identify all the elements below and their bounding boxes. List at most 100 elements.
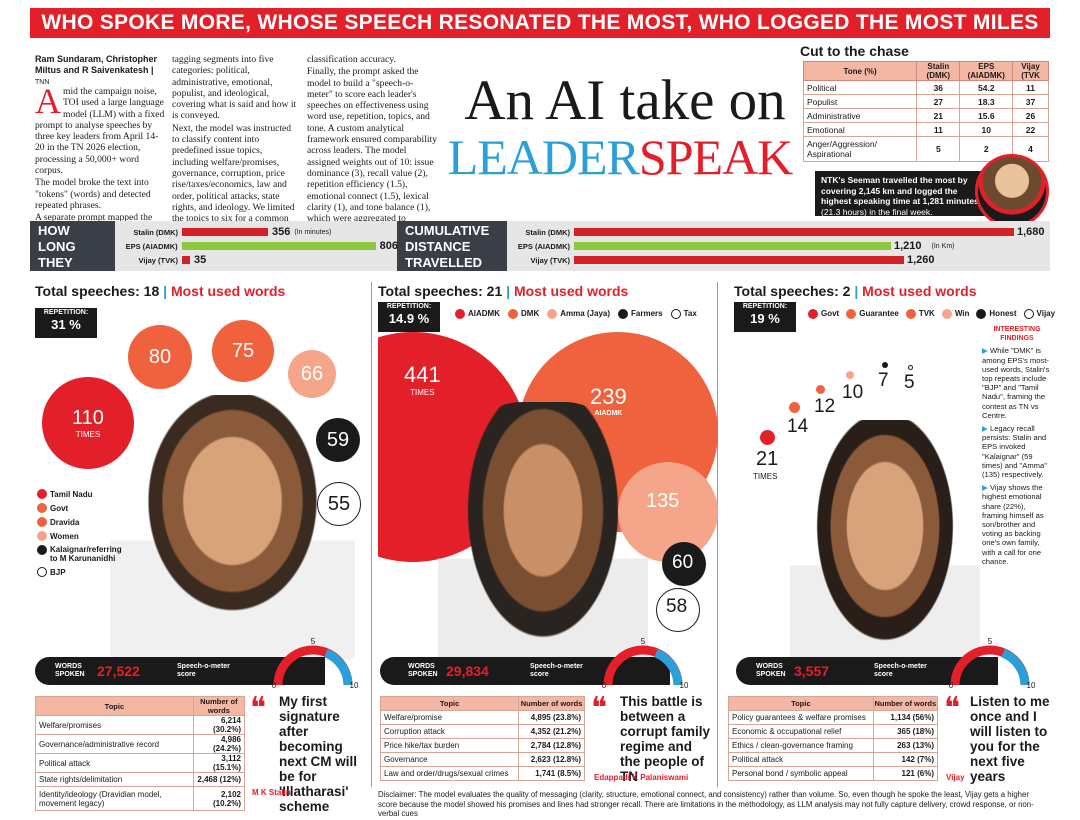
topic-name: Political attack [728,752,874,767]
legend-dot [37,489,47,499]
table-row: Administrative 21 15.6 26 [802,108,1049,123]
topic-name: Corruption attack [379,724,520,739]
gauge-mid: 5 [988,637,993,646]
seeman-text-tail: (21.3 hours) in the final week. [821,206,933,217]
legend-dot [976,309,987,319]
quote-mark-icon: ❝ [591,692,608,725]
table-row: Governance 2,623 (12.8%) [379,752,585,767]
words-spoken-label: WORDS SPOKEN [408,663,438,678]
page-banner: WHO SPOKE MORE, WHOSE SPEECH RESONATED T… [30,8,1050,38]
headline-speak: SPEAK [638,129,793,185]
vijay-quote: Listen to me once and I will listen to y… [970,694,1050,784]
table-row: Personal bond / symbolic appeal 121 (6%) [728,766,939,781]
word-bubble-tamil-nadu: 110 TIMES [42,377,134,469]
topic-words: 3,112 (15.1%) [192,753,246,773]
repetition-value: 31 % [51,317,81,332]
legend-label: Win [954,309,970,319]
bar-row: EPS (AIADMK) 1,210 (In Km) [510,239,1048,253]
topic-name: Personal bond / symbolic appeal [728,766,874,781]
quote-mark-icon: ❝ [250,692,267,725]
table-row: Identity/ideology (Dravidian model, move… [35,786,246,811]
eps-bubble-1-label: 441 TIMES [404,362,441,397]
speeches-label: Total speeches: [734,283,839,299]
stalin-quote-source: M K Stalin [252,788,291,797]
words-spoken-value: 27,522 [97,663,140,679]
tone-cell: 54.2 [959,80,1014,95]
tone-cell: Emotional [802,122,918,137]
legend-item: Govt [37,503,127,513]
cut-to-chase-title: Cut to the chase [800,43,909,59]
tone-cell: 18.3 [959,94,1014,109]
gauge-score: 8.6 [303,662,323,678]
bubble-times-label: TIMES [75,430,101,439]
tone-col-header: Stalin (DMK) [916,61,961,81]
legend-label: Amma (Jaya) [560,309,611,319]
seeman-portrait [975,154,1049,228]
topic-col-header: Topic [728,696,874,711]
legend-label: BJP [50,567,66,577]
stalin-quote: My first signature after becoming next C… [279,694,358,814]
how-long-bars: Stalin (DMK) 356 (In minutes) EPS (AIADM… [118,225,398,269]
table-row: Welfare/promises 6,214 (30.2%) [35,715,246,735]
how-long-label: HOW LONG THEY SPOKE [30,221,115,286]
tone-col-header: EPS (AIADMK) [959,61,1014,81]
word-bubble-women: 66 [288,350,336,398]
topic-name: Governance [379,752,520,767]
tone-cell: 36 [916,80,961,95]
tone-cell: 26 [1012,108,1049,123]
table-row: Political 36 54.2 11 [802,80,1049,95]
topic-name: Economic & occupational relief [728,724,874,739]
topic-words: 142 (7%) [872,752,939,767]
legend-item: Amma (Jaya) [547,309,610,319]
tone-cell: 22 [1012,122,1049,137]
interesting-findings: INTERESTING FINDINGS ▶ While "DMK" is am… [982,325,1052,570]
article-para: Finally, the prompt asked the model to b… [307,66,437,235]
topic-words: 2,468 (12%) [192,772,246,787]
most-used-words-label: Most used words [170,283,286,299]
topic-name: Governance/administrative record [35,734,194,754]
legend-dot [455,309,465,319]
tone-cell: 37 [1012,94,1049,109]
repetition-label: REPETITION: [386,303,432,310]
most-used-words-label: Most used words [862,283,977,299]
vijay-times-label: TIMES [753,472,778,481]
finding-text: Vijay shows the highest emotional share … [982,483,1044,566]
eps-legend: AIADMK DMK Amma (Jaya) Farmers Tax [455,309,697,319]
tone-table: Tone (%) Stalin (DMK) EPS (AIADMK) Vijay… [802,61,1049,162]
legend-dot [905,309,916,319]
legend-item: AIADMK [455,309,500,319]
topic-header-row: Topic Number of words [728,696,939,711]
legend-item: Honest [976,309,1017,319]
gauge-min: 0 [949,681,954,690]
tone-cell: 21 [916,108,961,123]
table-row: Economic & occupational relief 365 (18%) [728,724,939,739]
eps-bubble-5-label: 58 [666,596,688,617]
eps-panel-title: Total speeches: 21 | Most used words [378,283,629,299]
repetition-value: 19 % [750,311,780,326]
gauge-min: 0 [602,681,607,690]
bar-value: 1,260 [907,254,935,266]
gauge-max: 10 [680,681,688,690]
distance-bars: Stalin (DMK) 1,680 EPS (AIADMK) 1,210 (I… [510,225,1048,269]
legend-item: Vijay [1023,309,1055,319]
eps-bubble-3-label: 135 [646,490,680,512]
topic-col-header: Topic [379,696,520,711]
topic-name: Welfare/promises [35,715,194,735]
vijay-legend: Govt Guarantee TVK Win Honest Vijay [808,309,1055,319]
word-bubble-bjp: 55 [317,482,361,526]
tone-col-header: Tone (%) [802,61,918,81]
stalin-panel-title: Total speeches: 18 | Most used words [35,283,286,299]
bubble-count: 441 [404,362,441,387]
topic-name: Law and order/drugs/sexual crimes [379,766,520,781]
legend-label: Govt [50,503,69,513]
legend-label: Dravida [50,517,80,527]
legend-item: DMK [508,309,539,319]
bar-value: 1,210 [894,240,922,252]
findings-title: INTERESTING FINDINGS [993,326,1041,343]
bar-name: EPS (AIADMK) [517,241,570,251]
legend-item: Kalaignar/referring to M Karunanidhi [37,545,127,563]
topic-words: 1,741 (8.5%) [518,766,585,781]
article-para: mid the campaign noise, TOI used a large… [35,86,165,177]
bar-name: Vijay (TVK) [530,255,570,265]
